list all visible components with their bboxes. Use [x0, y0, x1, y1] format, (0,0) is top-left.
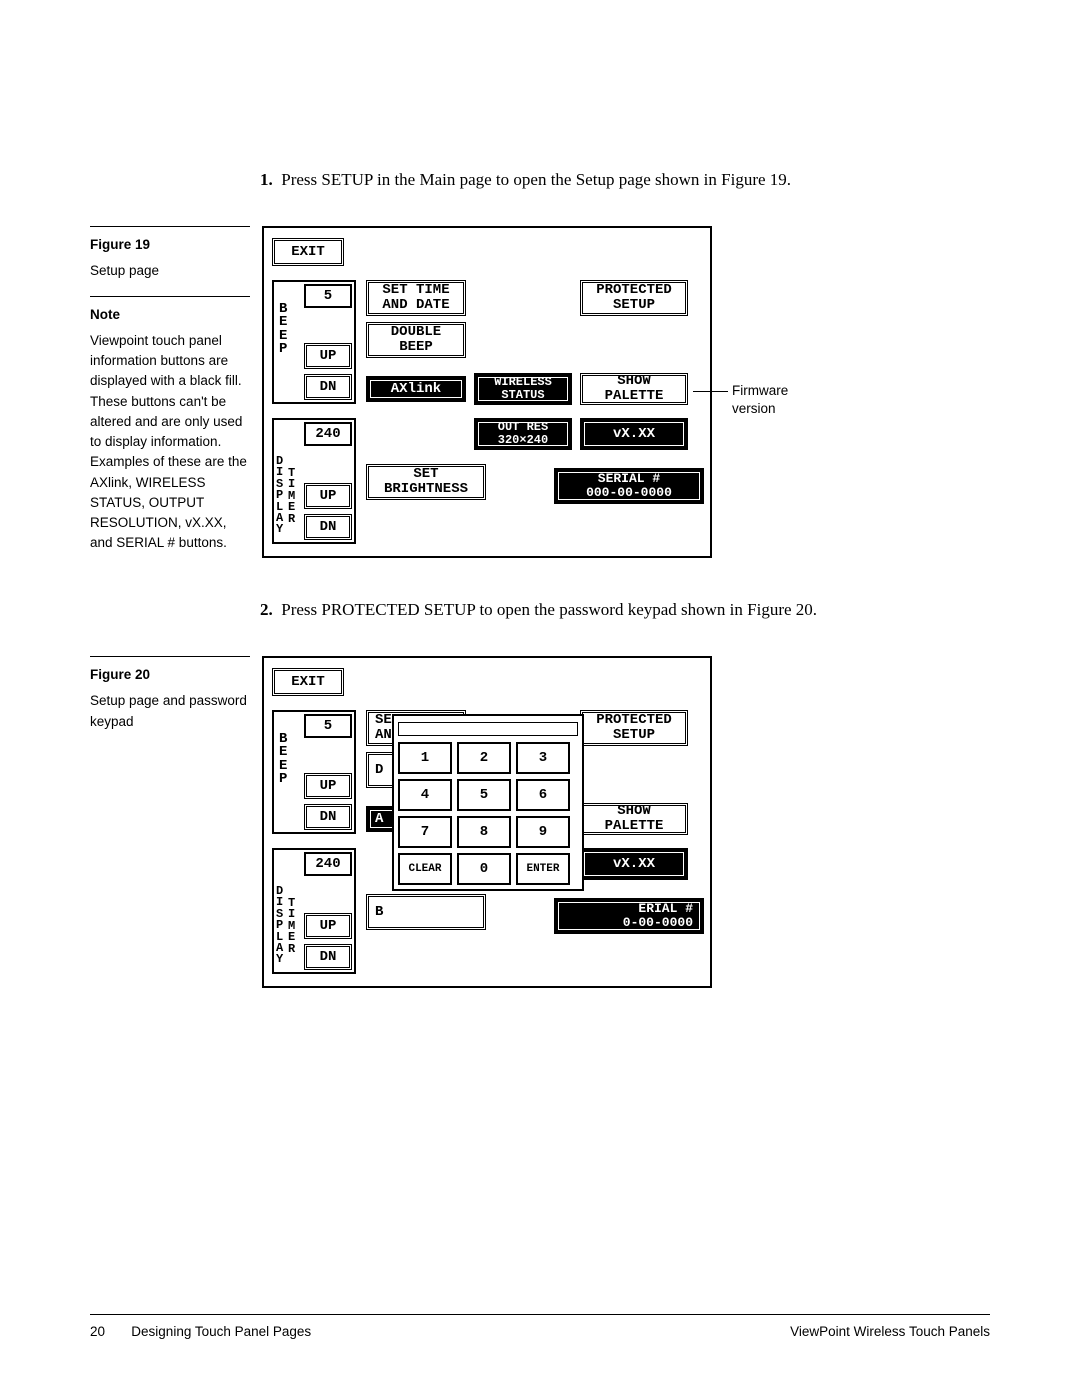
version-info: vX.XX: [580, 418, 688, 450]
step-2: 2. Press PROTECTED SETUP to open the pas…: [260, 600, 990, 620]
keypad-enter[interactable]: ENTER: [516, 853, 570, 885]
double-beep-button[interactable]: DOUBLE BEEP: [366, 322, 466, 358]
fig20-caption: Setup page and password keypad: [90, 691, 250, 732]
display-dn-button-2[interactable]: DN: [304, 944, 352, 970]
display-up-button-2[interactable]: UP: [304, 913, 352, 939]
footer-left: Designing Touch Panel Pages: [131, 1324, 311, 1339]
display-label-r: T I M E R: [288, 468, 295, 525]
display-dn-button[interactable]: DN: [304, 514, 352, 540]
keypad-4[interactable]: 4: [398, 779, 452, 811]
footer-right: ViewPoint Wireless Touch Panels: [790, 1324, 990, 1339]
protected-setup-button-2[interactable]: PROTECTED SETUP: [580, 710, 688, 746]
sidebar-fig19: Figure 19 Setup page Note Viewpoint touc…: [90, 222, 250, 554]
beep-up-button-2[interactable]: UP: [304, 773, 352, 799]
sidebar-fig20: Figure 20 Setup page and password keypad: [90, 652, 250, 732]
keypad-8[interactable]: 8: [457, 816, 511, 848]
keypad-5[interactable]: 5: [457, 779, 511, 811]
page-footer: 20 Designing Touch Panel Pages ViewPoint…: [90, 1314, 990, 1339]
display-up-button[interactable]: UP: [304, 483, 352, 509]
beep-label-2: B E E P: [279, 733, 287, 786]
exit-button-2[interactable]: EXIT: [272, 668, 344, 696]
keypad-3[interactable]: 3: [516, 742, 570, 774]
protected-setup-button[interactable]: PROTECTED SETUP: [580, 280, 688, 316]
set-time-button[interactable]: SET TIME AND DATE: [366, 280, 466, 316]
figure-19: EXIT B E E P 5 UP DN D I S P L A Y T I M…: [262, 226, 712, 558]
page-number: 20: [90, 1324, 105, 1339]
keypad-2[interactable]: 2: [457, 742, 511, 774]
keypad-7[interactable]: 7: [398, 816, 452, 848]
fig20-label: Figure 20: [90, 665, 250, 685]
keypad-clear[interactable]: CLEAR: [398, 853, 452, 885]
show-palette-button-2[interactable]: SHOW PALETTE: [580, 803, 688, 835]
fig19-label: Figure 19: [90, 235, 250, 255]
display-label-l: D I S P L A Y: [276, 456, 283, 536]
keypad-display: [398, 722, 578, 736]
wireless-status-info: WIRELESS STATUS: [474, 373, 572, 405]
step-1: 1. Press SETUP in the Main page to open …: [260, 170, 990, 190]
fig19-caption: Setup page: [90, 261, 250, 281]
axlink-info: AXlink: [366, 376, 466, 402]
note-text: Viewpoint touch panel information button…: [90, 331, 250, 554]
beep-dn-button[interactable]: DN: [304, 374, 352, 400]
note-label: Note: [90, 305, 250, 325]
figure-20: EXIT B E E P 5 UP DN D I S P L A Y T I M…: [262, 656, 712, 988]
beep-value-2: 5: [304, 714, 352, 738]
step-1-num: 1.: [260, 170, 273, 189]
serial-info: SERIAL # 000-00-0000: [554, 468, 704, 504]
beep-label: B E E P: [279, 303, 287, 356]
display-label-r-2: T I M E R: [288, 898, 295, 955]
version-info-2: vX.XX: [580, 848, 688, 880]
exit-button[interactable]: EXIT: [272, 238, 344, 266]
serial-partial: ERIAL #0-00-0000: [554, 898, 704, 934]
display-value-2: 240: [304, 852, 352, 876]
firmware-callout: Firmware version: [732, 382, 788, 418]
keypad-9[interactable]: 9: [516, 816, 570, 848]
keypad-0[interactable]: 0: [457, 853, 511, 885]
keypad-6[interactable]: 6: [516, 779, 570, 811]
beep-value: 5: [304, 284, 352, 308]
password-keypad: 1 2 3 4 5 6 7 8 9 CLEAR 0 ENTER: [392, 714, 584, 891]
set-brightness-button[interactable]: SET BRIGHTNESS: [366, 464, 486, 500]
beep-up-button[interactable]: UP: [304, 343, 352, 369]
step-2-text: Press PROTECTED SETUP to open the passwo…: [281, 600, 817, 619]
out-res-info: OUT RES 320×240: [474, 418, 572, 450]
step-1-text: Press SETUP in the Main page to open the…: [281, 170, 791, 189]
brightness-partial: B: [366, 894, 486, 930]
display-label-l-2: D I S P L A Y: [276, 886, 283, 966]
display-value: 240: [304, 422, 352, 446]
step-2-num: 2.: [260, 600, 273, 619]
keypad-1[interactable]: 1: [398, 742, 452, 774]
beep-dn-button-2[interactable]: DN: [304, 804, 352, 830]
callout-line: [693, 391, 728, 392]
show-palette-button[interactable]: SHOW PALETTE: [580, 373, 688, 405]
